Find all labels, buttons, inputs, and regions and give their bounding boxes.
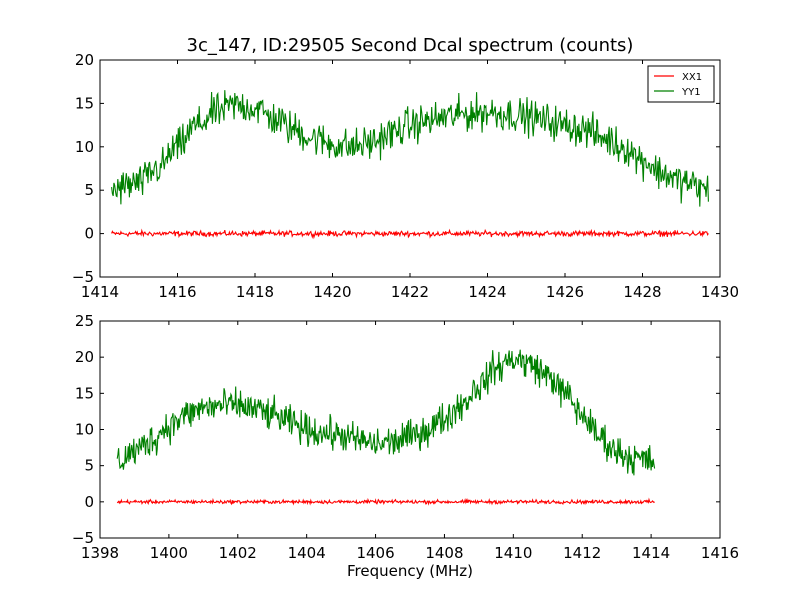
x-tick-label: 1426	[546, 283, 584, 301]
legend-box	[647, 65, 715, 103]
x-tick-label: 1414	[632, 544, 670, 562]
x-tick-label: 1410	[494, 544, 532, 562]
y-tick-label: 0	[84, 225, 94, 243]
y-tick-label: 10	[75, 421, 94, 439]
x-tick-label: 1400	[150, 544, 188, 562]
y-tick-label: 5	[84, 457, 94, 475]
chart-title: 3c_147, ID:29505 Second Dcal spectrum (c…	[186, 35, 634, 56]
x-tick-label: 1420	[313, 283, 351, 301]
x-tick-label: 1430	[701, 283, 739, 301]
x-axis-label: Frequency (MHz)	[346, 562, 474, 580]
x-tick-label: 1402	[219, 544, 257, 562]
y-tick-label: 0	[84, 493, 94, 511]
y-tick-label: 20	[75, 348, 94, 366]
y-tick-label: 20	[75, 51, 94, 69]
x-tick-label: 1414	[81, 283, 119, 301]
x-tick-label: 1408	[425, 544, 463, 562]
series-line-yy1	[111, 90, 709, 207]
series-line-yy1	[116, 349, 656, 476]
x-tick-label: 1424	[468, 283, 506, 301]
x-tick-label: 1416	[701, 544, 739, 562]
bottom-subplot: 1398 1400 1402 1404 1406 1408 1410 1412 1414 1416…	[72, 312, 739, 562]
y-tick-label: 25	[75, 312, 94, 330]
legend-label-yy1: YY1	[681, 87, 701, 98]
x-tick-label: 1406	[356, 544, 394, 562]
y-tick-label: 15	[75, 94, 94, 112]
series-line-xx1	[116, 497, 655, 506]
axes-frame	[99, 59, 721, 278]
x-tick-label: 1418	[236, 283, 274, 301]
top-subplot: 1414 1416 1418 1420 1422 1424 1426 1428 1430 −5 0 5…	[72, 51, 739, 301]
y-tick-label: 15	[75, 384, 94, 402]
y-tick-label: 10	[75, 138, 94, 156]
x-tick-label: 1422	[391, 283, 429, 301]
legend-label-xx1: XX1	[682, 72, 702, 83]
x-tick-label: 1398	[81, 544, 119, 562]
x-tick-label: 1416	[158, 283, 196, 301]
y-tick-label: 5	[84, 181, 94, 199]
x-tick-label: 1404	[288, 544, 326, 562]
y-tick-label: −5	[72, 529, 94, 547]
series-line-xx1	[111, 228, 709, 240]
y-tick-label: −5	[72, 268, 94, 286]
x-tick-label: 1428	[623, 283, 661, 301]
x-tick-label: 1412	[563, 544, 601, 562]
